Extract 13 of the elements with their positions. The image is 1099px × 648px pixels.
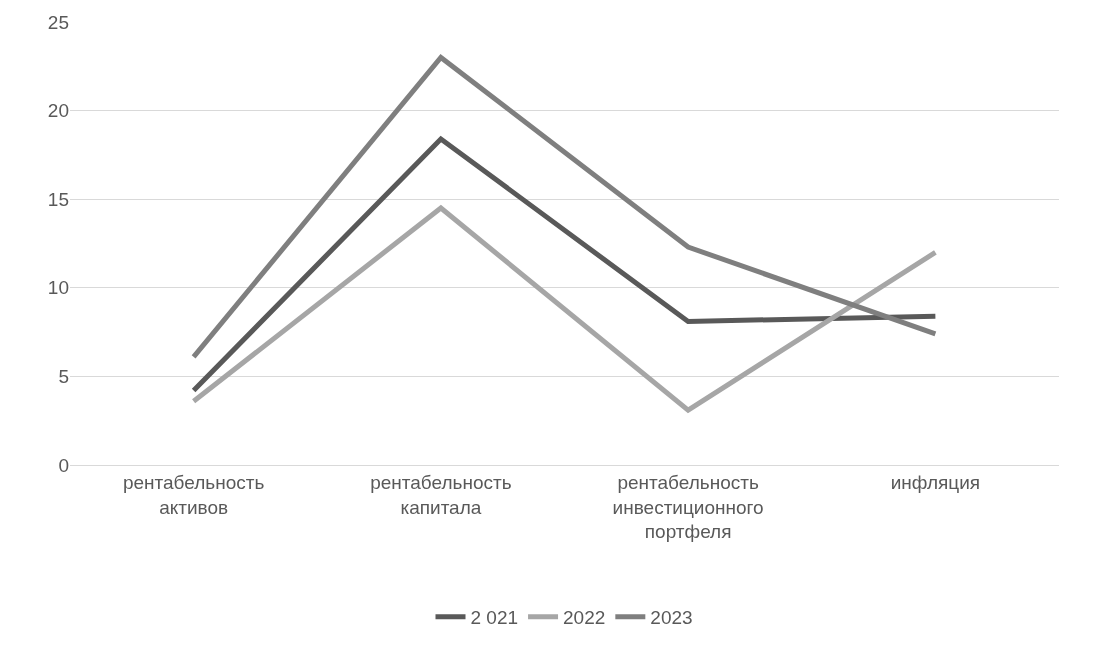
y-tick-label: 10	[47, 277, 69, 299]
x-tick-label: рентабельность капитала	[370, 471, 512, 518]
y-tick-label: 15	[47, 188, 69, 210]
y-tick-label: 20	[47, 100, 69, 122]
x-tick-label: рентабельность активов	[122, 471, 265, 518]
x-tick-label: инфляция	[890, 471, 981, 493]
legend-label: 2023	[650, 607, 693, 629]
x-tick-label: рентабельность инвестиционного портфеля	[612, 471, 764, 543]
y-tick-label: 5	[58, 366, 69, 388]
legend-label: 2 021	[470, 607, 519, 629]
y-tick-label: 0	[58, 454, 69, 476]
legend-label: 2022	[563, 607, 606, 629]
y-tick-label: 25	[47, 11, 69, 33]
